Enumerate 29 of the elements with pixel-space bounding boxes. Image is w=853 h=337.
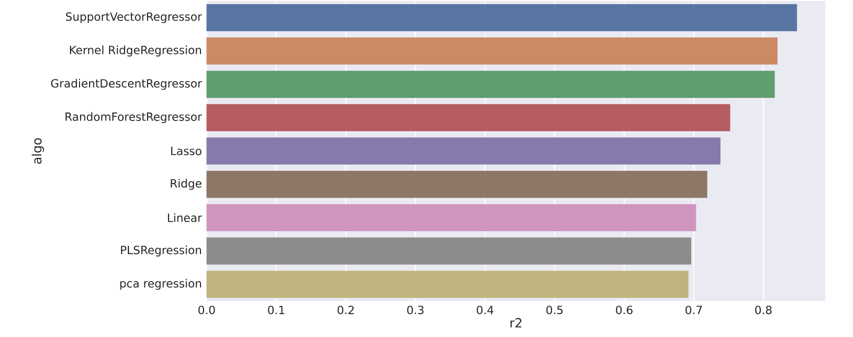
x-tick-label: 0.2 <box>338 306 354 314</box>
bar <box>206 70 775 98</box>
y-axis-title: algo <box>32 138 44 164</box>
y-tick-label: Lasso <box>171 146 202 156</box>
y-tick-label: Ridge <box>170 178 202 190</box>
x-tick-label: 0.1 <box>268 306 284 314</box>
x-tick-label: 0.6 <box>616 306 632 314</box>
y-tick-label: Linear <box>168 213 202 222</box>
x-tick-label: 0.5 <box>546 306 563 314</box>
bar <box>206 137 720 165</box>
x-axis-title: r2 <box>510 318 522 328</box>
y-tick-label: PLSRegression <box>121 246 202 256</box>
bar <box>206 170 708 198</box>
x-tick-label: 0.0 <box>198 306 215 314</box>
bar <box>206 237 692 265</box>
bar <box>206 37 778 65</box>
y-tick-label: GradientDescentRegressor <box>51 78 202 90</box>
x-tick-label: 0.7 <box>686 306 702 314</box>
y-tick-label: Kernel RidgeRegression <box>70 46 202 56</box>
x-tick-label: 0.8 <box>755 306 772 314</box>
bar <box>206 4 798 32</box>
bar <box>206 204 696 232</box>
y-tick-label: SupportVectorRegressor <box>66 12 202 24</box>
x-tick-label: 0.4 <box>476 306 494 314</box>
x-tick-label: 0.3 <box>407 306 424 314</box>
bar <box>206 270 688 298</box>
y-tick-label: pca regression <box>120 278 202 290</box>
bar <box>206 104 730 132</box>
y-tick-label: RandomForestRegressor <box>66 112 202 124</box>
